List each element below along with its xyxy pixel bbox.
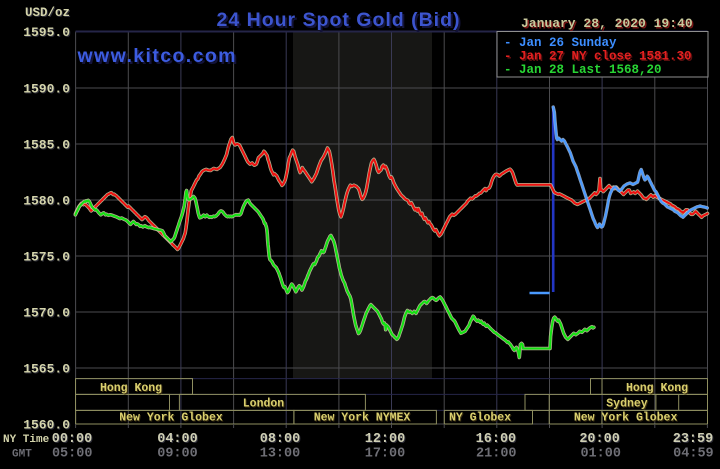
svg-text:12:00: 12:00 (365, 432, 406, 447)
svg-text:1575.0: 1575.0 (24, 251, 71, 266)
svg-text:04:00: 04:00 (157, 432, 198, 447)
svg-text:- Jan 28 Last 1568,20: - Jan 28 Last 1568,20 (504, 63, 662, 77)
svg-text:January 28, 2020 19:40: January 28, 2020 19:40 (523, 18, 695, 33)
svg-text:1590.0: 1590.0 (24, 83, 71, 98)
svg-text:www.kitco.com: www.kitco.com (77, 45, 236, 67)
svg-text:New York Globex: New York Globex (119, 412, 223, 425)
svg-text:24 Hour Spot Gold (Bid): 24 Hour Spot Gold (Bid) (219, 11, 462, 33)
svg-text:04:00: 04:00 (158, 433, 199, 448)
svg-text:January 28, 2020 19:40: January 28, 2020 19:40 (521, 16, 693, 31)
svg-text:1595.0: 1595.0 (24, 26, 71, 41)
svg-text:1590.0: 1590.0 (23, 82, 70, 97)
svg-text:08:00: 08:00 (261, 433, 302, 448)
svg-text:Hong Kong: Hong Kong (626, 382, 688, 395)
svg-text:NY Time: NY Time (3, 434, 50, 446)
svg-text:05:00: 05:00 (52, 447, 93, 462)
svg-text:New York Globex: New York Globex (120, 413, 224, 426)
svg-text:00:00: 00:00 (52, 432, 93, 447)
svg-text:- Jan 26 Sunday: - Jan 26 Sunday (504, 36, 617, 50)
svg-text:Hong Kong: Hong Kong (100, 382, 162, 395)
svg-text:NY Globex: NY Globex (450, 413, 512, 426)
svg-text:London: London (244, 399, 286, 412)
svg-text:- Jan 27 NY close 1581.30: - Jan 27 NY close 1581.30 (506, 51, 694, 65)
svg-text:20:00: 20:00 (580, 433, 621, 448)
svg-text:12:00: 12:00 (366, 433, 407, 448)
svg-text:Hong Kong: Hong Kong (101, 383, 163, 396)
svg-text:13:00: 13:00 (260, 447, 301, 462)
svg-text:1560.0: 1560.0 (24, 419, 71, 434)
svg-text:USD/oz: USD/oz (25, 6, 70, 20)
svg-text:New York NYMEX: New York NYMEX (315, 413, 412, 426)
svg-text:1575.0: 1575.0 (23, 250, 70, 265)
svg-text:1580.0: 1580.0 (23, 194, 70, 209)
svg-text:London: London (243, 398, 285, 411)
svg-text:1560.0: 1560.0 (23, 418, 70, 433)
svg-text:21:00: 21:00 (476, 447, 517, 462)
svg-text:1580.0: 1580.0 (24, 195, 71, 210)
svg-text:1595.0: 1595.0 (23, 25, 70, 40)
svg-text:1565.0: 1565.0 (24, 363, 71, 378)
svg-text:16:00: 16:00 (476, 432, 517, 447)
svg-text:Sydney: Sydney (607, 399, 649, 412)
svg-text:Sydney: Sydney (606, 398, 648, 411)
svg-text:www.kitco.com: www.kitco.com (79, 47, 238, 69)
svg-text:08:00: 08:00 (260, 432, 301, 447)
svg-text:1570.0: 1570.0 (24, 307, 71, 322)
svg-text:1565.0: 1565.0 (23, 362, 70, 377)
svg-text:00:00: 00:00 (53, 433, 94, 448)
svg-text:1585.0: 1585.0 (24, 139, 71, 154)
svg-text:17:00: 17:00 (365, 447, 406, 462)
svg-text:23:59: 23:59 (674, 433, 715, 448)
svg-text:New York NYMEX: New York NYMEX (314, 412, 411, 425)
svg-text:04:59: 04:59 (673, 447, 714, 462)
svg-text:09:00: 09:00 (157, 447, 198, 462)
svg-text:24 Hour Spot Gold (Bid): 24 Hour Spot Gold (Bid) (217, 9, 460, 31)
svg-text:USD/oz: USD/oz (26, 7, 71, 21)
svg-text:1570.0: 1570.0 (23, 306, 70, 321)
svg-text:23:59: 23:59 (673, 432, 714, 447)
svg-text:- Jan 27 NY close 1581.30: - Jan 27 NY close 1581.30 (504, 50, 692, 64)
svg-text:20:00: 20:00 (579, 432, 620, 447)
svg-text:New York Globex: New York Globex (575, 413, 679, 426)
svg-text:1585.0: 1585.0 (23, 138, 70, 153)
svg-text:GMT: GMT (12, 449, 32, 461)
svg-text:NY Globex: NY Globex (449, 412, 511, 425)
svg-text:Hong Kong: Hong Kong (627, 383, 689, 396)
svg-text:New York Globex: New York Globex (574, 412, 678, 425)
svg-text:16:00: 16:00 (477, 433, 518, 448)
svg-text:01:00: 01:00 (580, 447, 621, 462)
